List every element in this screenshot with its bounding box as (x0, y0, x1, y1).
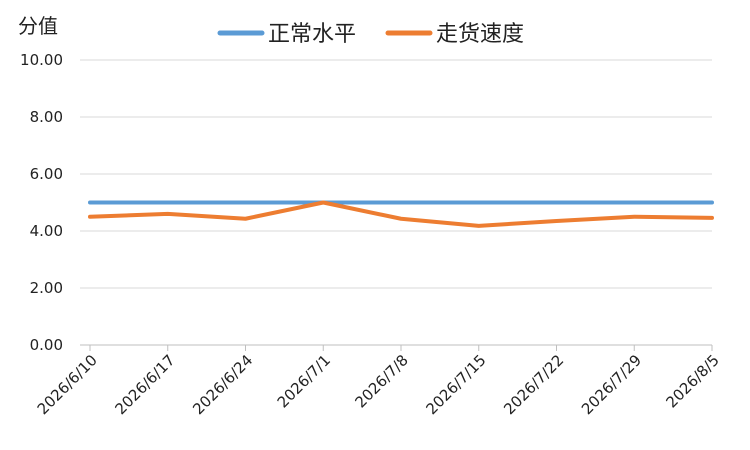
series-line-shipping-speed (88, 200, 714, 228)
y-tick-label: 8.00 (30, 108, 63, 126)
y-tick-label: 2.00 (30, 279, 63, 297)
legend: 正常水平 走货速度 (217, 22, 524, 47)
x-axis: 2026/6/10 2026/6/17 2026/6/24 2026/7/1 2026/… (34, 344, 723, 418)
x-tick-label: 2026/7/1 (274, 351, 334, 411)
gridlines (80, 59, 712, 289)
legend-label-speed: 走货速度 (436, 22, 524, 47)
y-tick-label: 4.00 (30, 222, 63, 240)
y-tick-label: 0.00 (30, 336, 63, 354)
x-tick-label: 2026/6/10 (34, 351, 101, 418)
x-tick-label: 2026/6/17 (111, 351, 178, 418)
x-tick-label: 2026/7/8 (351, 351, 411, 411)
x-tick-label: 2026/6/24 (189, 351, 256, 418)
legend-label-normal: 正常水平 (268, 22, 356, 47)
y-axis-ticks: 0.00 2.00 4.00 6.00 8.00 10.00 (20, 51, 63, 354)
series-layer (88, 200, 714, 228)
x-tick-label: 2026/8/5 (662, 351, 722, 411)
y-tick-label: 10.00 (20, 51, 63, 69)
x-tick-label: 2026/7/29 (578, 351, 645, 418)
x-tick-label: 2026/7/15 (422, 351, 489, 418)
x-tick-label: 2026/7/22 (500, 351, 567, 418)
y-axis-label: 分值 (18, 14, 58, 38)
y-tick-label: 6.00 (30, 165, 63, 183)
